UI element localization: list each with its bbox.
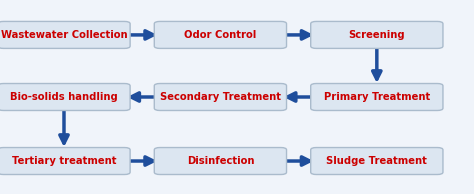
FancyBboxPatch shape <box>311 83 443 111</box>
FancyBboxPatch shape <box>0 22 130 48</box>
Text: Bio-solids handling: Bio-solids handling <box>10 92 118 102</box>
Text: Secondary Treatment: Secondary Treatment <box>160 92 281 102</box>
Text: Disinfection: Disinfection <box>187 156 254 166</box>
FancyBboxPatch shape <box>311 22 443 48</box>
FancyBboxPatch shape <box>311 147 443 175</box>
Text: Wastewater Collection: Wastewater Collection <box>0 30 128 40</box>
FancyBboxPatch shape <box>155 147 286 175</box>
Text: Odor Control: Odor Control <box>184 30 256 40</box>
FancyBboxPatch shape <box>0 83 130 111</box>
Text: Screening: Screening <box>348 30 405 40</box>
FancyBboxPatch shape <box>0 147 130 175</box>
Text: Tertiary treatment: Tertiary treatment <box>12 156 116 166</box>
FancyBboxPatch shape <box>155 83 286 111</box>
FancyBboxPatch shape <box>155 22 286 48</box>
Text: Sludge Treatment: Sludge Treatment <box>327 156 427 166</box>
Text: Primary Treatment: Primary Treatment <box>324 92 430 102</box>
